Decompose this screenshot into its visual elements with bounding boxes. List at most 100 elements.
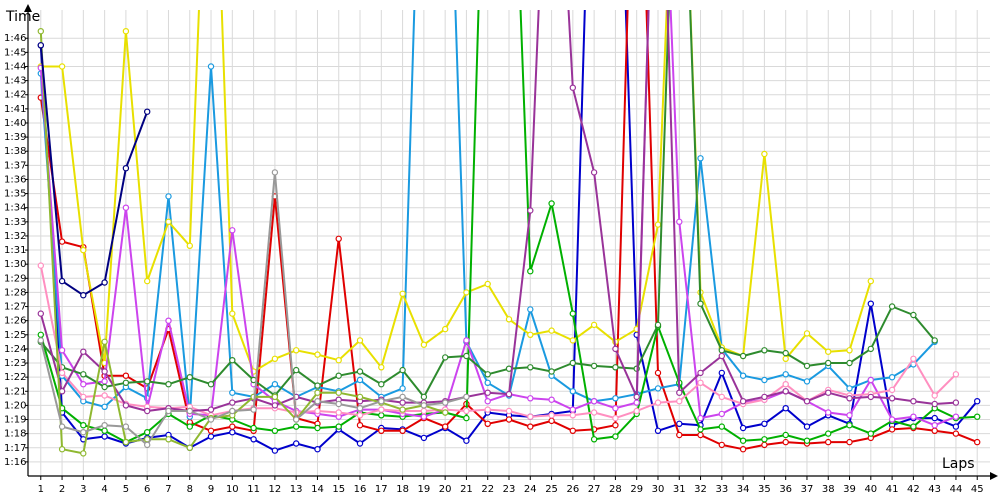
y-tick-label: 1:17: [4, 443, 26, 454]
data-point: [101, 427, 108, 434]
x-tick-label: 10: [226, 484, 239, 495]
data-point: [782, 349, 789, 357]
x-tick-label: 42: [907, 484, 920, 495]
data-point: [271, 447, 279, 454]
data-point: [335, 400, 342, 408]
data-point: [676, 420, 683, 427]
data-point: [271, 402, 279, 409]
data-point: [271, 169, 279, 176]
data-point: [335, 235, 342, 242]
data-point: [229, 399, 236, 406]
data-point: [37, 337, 45, 344]
data-point: [314, 446, 321, 453]
data-point: [527, 306, 534, 313]
data-point: [569, 412, 577, 419]
data-point: [229, 357, 236, 364]
x-tick-label: 17: [375, 484, 388, 495]
data-point: [825, 430, 832, 437]
data-point: [846, 395, 853, 402]
data-point: [271, 355, 279, 362]
data-point: [569, 388, 577, 395]
data-point: [101, 279, 108, 286]
x-tick-label: 30: [652, 484, 665, 495]
x-tick-label: 33: [715, 484, 728, 495]
series-line: [39, 10, 978, 444]
data-point: [80, 246, 87, 254]
data-point: [718, 423, 726, 430]
data-point: [80, 429, 87, 436]
data-point: [867, 393, 875, 401]
data-point: [803, 362, 811, 370]
y-tick-label: 1:37: [4, 160, 26, 171]
data-point: [718, 369, 726, 377]
data-point: [484, 371, 491, 378]
data-point: [463, 393, 470, 401]
data-point: [207, 427, 215, 434]
data-point: [782, 438, 789, 446]
data-point: [250, 406, 257, 413]
y-tick-label: 1:28: [4, 287, 26, 298]
data-point: [931, 414, 938, 422]
data-point: [612, 395, 619, 402]
data-point: [825, 409, 832, 416]
data-point: [420, 413, 428, 420]
data-point: [80, 292, 87, 299]
y-tick-label: 1:16: [4, 457, 26, 468]
data-point: [484, 398, 491, 405]
data-point: [58, 63, 66, 70]
data-point: [527, 364, 534, 371]
y-tick-label: 1:36: [4, 174, 26, 185]
data-point: [165, 317, 172, 324]
y-tick-label: 1:30: [4, 259, 26, 270]
y-tick-label: 1:27: [4, 302, 26, 313]
data-point: [122, 423, 130, 430]
data-point: [58, 347, 66, 354]
data-point: [58, 369, 66, 377]
x-tick-label: 6: [144, 484, 150, 495]
data-point: [846, 422, 853, 429]
data-point: [271, 393, 279, 401]
data-point: [888, 395, 896, 402]
data-point: [803, 330, 811, 337]
data-point: [846, 359, 853, 367]
x-tick-label: 31: [673, 484, 686, 495]
data-point: [378, 427, 385, 434]
data-point: [569, 337, 577, 344]
data-point: [442, 354, 449, 361]
data-point: [761, 347, 768, 354]
x-tick-label: 25: [545, 484, 558, 495]
data-point: [867, 430, 875, 437]
x-tick-label: 3: [80, 484, 86, 495]
data-point: [58, 388, 66, 395]
data-point: [80, 371, 87, 378]
y-tick-label: 1:45: [4, 47, 26, 58]
data-point: [58, 277, 66, 285]
data-point: [952, 430, 960, 437]
series-12: [37, 42, 151, 299]
x-tick-label: 45: [971, 484, 984, 495]
data-point: [143, 441, 151, 449]
data-point: [548, 368, 555, 375]
data-point: [122, 379, 130, 386]
x-tick-label: 34: [737, 484, 750, 495]
data-point: [888, 416, 896, 423]
series-10: [37, 28, 449, 457]
data-point: [590, 398, 598, 405]
data-point: [803, 378, 811, 385]
x-tick-label: 29: [630, 484, 643, 495]
data-point: [803, 423, 811, 430]
data-point: [378, 364, 385, 371]
data-point: [101, 383, 108, 391]
x-tick-label: 14: [311, 484, 324, 495]
data-point: [718, 441, 726, 449]
data-point: [612, 405, 619, 412]
x-axis-arrow-icon: [990, 472, 998, 480]
data-point: [420, 434, 428, 442]
data-point: [229, 423, 236, 430]
data-point: [761, 420, 768, 427]
data-point: [442, 325, 449, 333]
data-point: [80, 422, 87, 429]
data-point: [314, 398, 321, 405]
y-tick-label: 1:18: [4, 429, 26, 440]
data-point: [463, 437, 470, 444]
